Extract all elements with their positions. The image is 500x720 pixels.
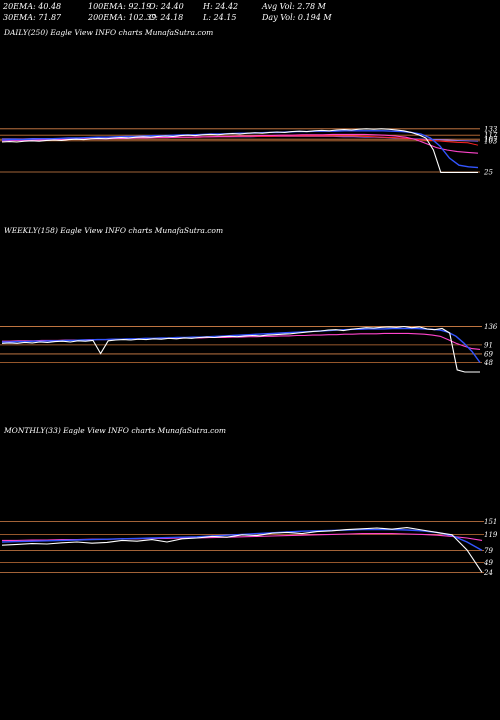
daily-series-0: [1, 128, 478, 173]
high-label: H: 24.42: [203, 2, 239, 11]
daily-right-label-1: 117: [484, 132, 498, 140]
weekly-right-label-2: 69: [484, 350, 493, 358]
daily-right-label-0: 133: [484, 125, 498, 133]
weekly-right-label-1: 91: [484, 341, 493, 349]
weekly-right-label-0: 136: [484, 323, 498, 331]
weekly-series-0: [1, 325, 480, 373]
monthly-caption: MONTHLY(33) Eagle View INFO charts Munaf…: [4, 426, 226, 435]
weekly-right-label-3: 48: [483, 359, 493, 367]
monthly-right-label-4: 24: [483, 569, 493, 577]
open-label: O: 24.40: [149, 2, 184, 11]
monthly-series-1: [1, 528, 483, 552]
weekly-series-1: [2, 327, 481, 363]
monthly-series-0: [1, 527, 483, 573]
ema20-label: 20EMA: 40.48: [3, 2, 62, 11]
daily-right-label-2: 107: [484, 136, 498, 144]
monthly-right-label-0: 151: [484, 518, 497, 526]
daily-series-1: [1, 130, 479, 169]
avgvol-label: Avg Vol: 2.78 M: [262, 2, 326, 11]
daily-caption: DAILY(250) Eagle View INFO charts Munafa…: [4, 28, 214, 37]
close-label: C: 24.18: [149, 13, 184, 22]
monthly-right-label-2: 79: [484, 547, 493, 555]
weekly-caption: WEEKLY(158) Eagle View INFO charts Munaf…: [4, 226, 224, 235]
daily-right-label-3: 103: [484, 137, 498, 145]
ema100-label: 100EMA: 92.19: [88, 2, 152, 11]
dayvol-label: Day Vol: 0.194 M: [262, 13, 332, 22]
monthly-right-label-3: 49: [483, 559, 493, 567]
low-label: L: 24.15: [203, 13, 237, 22]
daily-right-label-4: 25: [483, 169, 493, 177]
monthly-right-label-1: 119: [484, 531, 498, 539]
monthly-chart: 151 119 79 49 24: [0, 518, 498, 577]
ema200-label: 200EMA: 102.39: [88, 13, 157, 22]
ema30-label: 30EMA: 71.87: [3, 13, 62, 22]
